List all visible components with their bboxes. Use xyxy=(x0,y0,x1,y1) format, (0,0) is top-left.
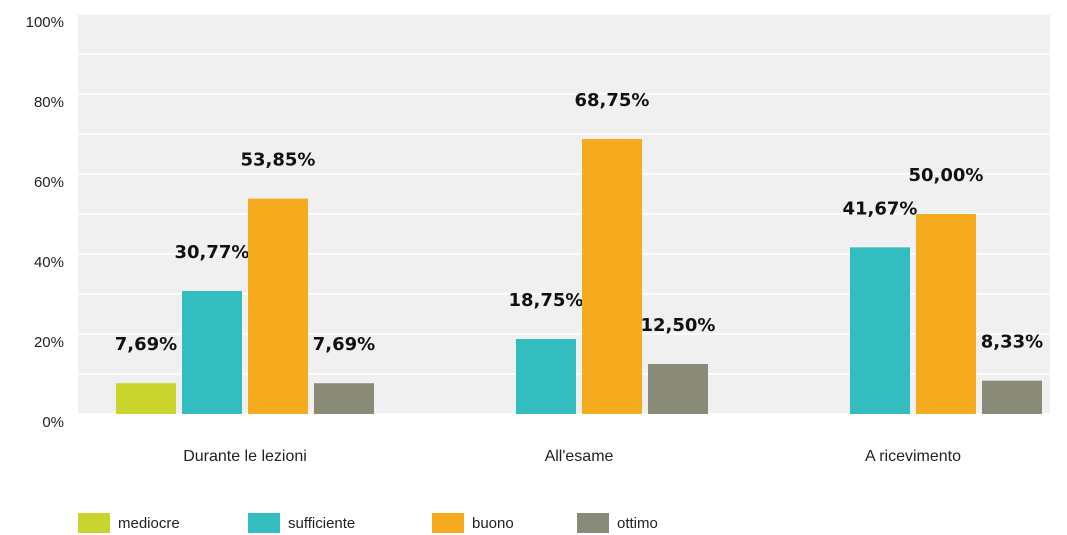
legend-swatch xyxy=(78,513,110,533)
y-tick-label: 60% xyxy=(34,174,64,191)
value-label: 12,50% xyxy=(641,315,716,336)
legend-label: ottimo xyxy=(617,515,658,532)
y-tick-label: 80% xyxy=(34,94,64,111)
legend-label: sufficiente xyxy=(288,515,355,532)
bar xyxy=(116,383,176,414)
legend-swatch xyxy=(248,513,280,533)
value-label: 8,33% xyxy=(981,332,1043,353)
bar xyxy=(314,383,374,414)
bar xyxy=(850,247,910,414)
value-label: 68,75% xyxy=(575,90,650,111)
value-label: 7,69% xyxy=(115,334,177,355)
value-label: 53,85% xyxy=(241,150,316,171)
y-tick-label: 0% xyxy=(42,414,64,431)
bar xyxy=(248,198,308,414)
x-tick-label: All'esame xyxy=(545,448,614,465)
bar xyxy=(982,380,1042,414)
x-tick-label: A ricevimento xyxy=(865,448,961,465)
y-tick-label: 40% xyxy=(34,254,64,271)
value-label: 50,00% xyxy=(909,165,984,186)
bar xyxy=(182,290,242,414)
bar xyxy=(516,339,576,414)
bar xyxy=(582,139,642,414)
legend-label: buono xyxy=(472,515,514,532)
value-label: 41,67% xyxy=(843,198,918,219)
legend-label: mediocre xyxy=(118,515,180,532)
bar xyxy=(916,214,976,414)
value-label: 30,77% xyxy=(175,242,250,263)
legend-swatch xyxy=(577,513,609,533)
bar xyxy=(648,364,708,414)
value-label: 18,75% xyxy=(509,290,584,311)
y-tick-label: 100% xyxy=(26,14,64,31)
y-tick-label: 20% xyxy=(34,334,64,351)
value-label: 7,69% xyxy=(313,334,375,355)
x-tick-label: Durante le lezioni xyxy=(183,448,307,465)
legend-swatch xyxy=(432,513,464,533)
